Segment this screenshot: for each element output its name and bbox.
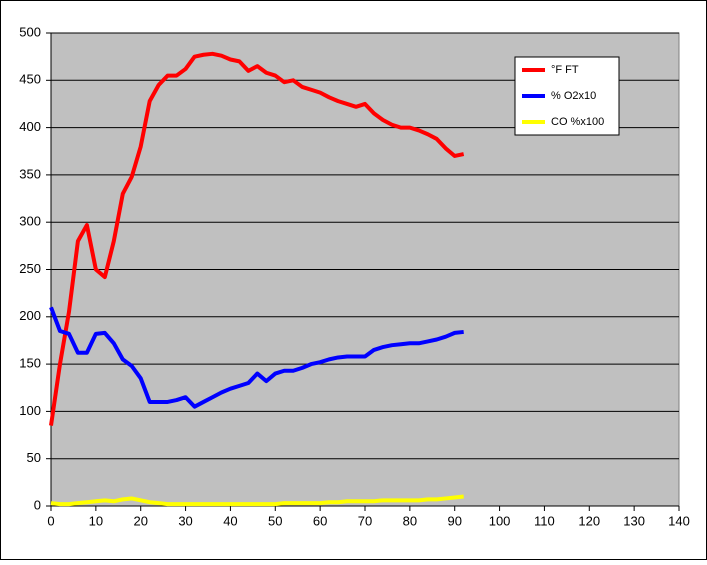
data-line [49, 51, 465, 426]
x-tick-label: 30 [178, 513, 192, 528]
y-tick-label: 350 [19, 166, 41, 181]
x-tick-label: 110 [534, 513, 555, 528]
x-tick-label: 10 [89, 513, 103, 528]
data-line [50, 494, 464, 507]
x-tick-label: 40 [223, 513, 237, 528]
y-tick-label: 300 [19, 214, 41, 229]
y-tick-label: 500 [19, 24, 41, 39]
y-tick-label: 150 [19, 356, 41, 371]
y-tick-label: 450 [19, 72, 41, 87]
legend-label: CO %x100 [551, 116, 604, 128]
x-tick-label: 0 [47, 513, 54, 528]
x-tick-label: 70 [358, 513, 372, 528]
x-tick-label: 20 [133, 513, 147, 528]
y-tick-label: 100 [19, 403, 41, 418]
y-tick-label: 400 [19, 119, 41, 134]
x-tick-label: 130 [623, 513, 645, 528]
legend-label: % O2x10 [551, 90, 596, 102]
y-tick-label: 0 [34, 497, 41, 512]
x-tick-label: 80 [403, 513, 417, 528]
legend-label: °F FT [551, 64, 579, 76]
y-tick-label: 250 [19, 261, 41, 276]
x-tick-label: 140 [668, 513, 690, 528]
x-tick-label: 50 [268, 513, 282, 528]
x-tick-label: 60 [313, 513, 327, 528]
y-tick-label: 50 [27, 450, 41, 465]
y-tick-label: 200 [19, 308, 41, 323]
x-tick-label: 120 [578, 513, 600, 528]
x-tick-label: 100 [489, 513, 511, 528]
x-tick-label: 90 [447, 513, 461, 528]
data-line [49, 306, 464, 409]
